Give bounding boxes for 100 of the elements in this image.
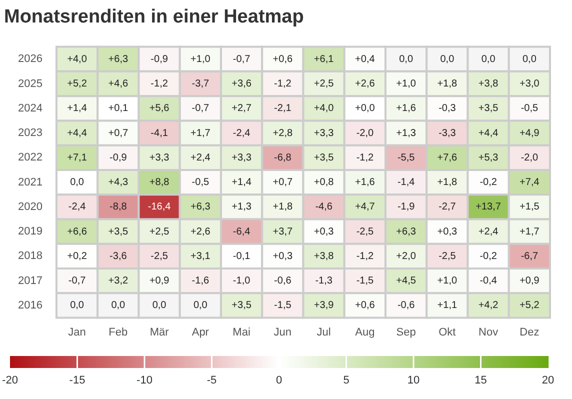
data-label: +0,2 [67, 250, 88, 262]
data-label: -1,3 [315, 276, 333, 287]
y-tick-label: 2016 [18, 300, 42, 312]
data-label: +1,4 [67, 103, 88, 114]
data-label: -2,0 [356, 128, 374, 139]
color-bar-label: 20 [542, 374, 554, 387]
data-label: +2,8 [272, 128, 293, 139]
color-bar-label: -5 [206, 374, 217, 387]
color-bar-label: 15 [474, 374, 487, 387]
data-label: +0,6 [355, 300, 376, 312]
data-label: +0,9 [149, 276, 170, 287]
data-label: -1,4 [397, 177, 416, 188]
data-label: -2,4 [68, 202, 86, 213]
data-label: -2,4 [232, 128, 251, 139]
data-label: -2,0 [520, 152, 538, 164]
data-label: -3,7 [192, 78, 210, 90]
data-label: -0,9 [110, 152, 128, 164]
data-label: -0,6 [274, 276, 292, 287]
y-tick-label: 2023 [18, 127, 42, 140]
y-tick-label: 2019 [18, 226, 42, 238]
x-tick-label: Jun [274, 326, 292, 338]
data-label: +1,6 [396, 103, 416, 114]
y-tick-label: 2018 [18, 250, 42, 262]
data-label: +4,4 [67, 128, 88, 139]
data-label: +3,5 [108, 226, 128, 238]
data-label: +3,5 [314, 152, 334, 164]
data-label: +2,6 [190, 226, 211, 238]
data-label: -2,7 [438, 202, 456, 213]
data-label: +1,8 [437, 177, 458, 188]
x-tick-label: Jul [316, 326, 331, 338]
x-tick-label: Mär [150, 326, 170, 338]
text: 0,0 [522, 54, 536, 65]
y-tick-label: 2017 [18, 274, 42, 287]
chart-title: Monatsrenditen in einer Heatmap [4, 6, 304, 28]
data-label: -0,3 [438, 103, 456, 114]
data-label: -6,4 [232, 226, 251, 238]
data-label: +8,8 [149, 177, 170, 188]
data-label: +13,7 [476, 202, 502, 213]
data-label: +1,3 [396, 128, 416, 139]
x-tick-label: Feb [108, 326, 128, 338]
data-label: +3,5 [232, 300, 252, 312]
data-label: +0,3 [272, 250, 293, 262]
text: 0,0 [70, 300, 84, 312]
data-label: +0,3 [437, 226, 458, 238]
data-label: +4,4 [478, 128, 499, 139]
y-tick-label: 2020 [18, 200, 42, 213]
data-label: +1,1 [437, 300, 458, 312]
x-tick-label: Nov [478, 326, 499, 338]
data-label: -2,5 [356, 226, 374, 238]
y-tick-label: 2025 [18, 78, 42, 90]
data-label: +0,8 [314, 177, 334, 188]
data-label: +1,0 [437, 276, 458, 287]
data-label: +1,6 [355, 177, 376, 188]
data-label: -0,9 [150, 54, 168, 65]
data-label: +1,5 [520, 202, 540, 213]
data-label: -4,1 [150, 128, 168, 139]
data-label: -16,4 [148, 202, 172, 213]
x-tick-label: Aug [355, 326, 375, 338]
data-label: +6,3 [396, 226, 416, 238]
data-label: +3,3 [232, 152, 252, 164]
data-label: +3,1 [190, 250, 211, 262]
data-label: +0,0 [355, 103, 376, 114]
y-tick-label: 2022 [18, 152, 42, 164]
data-label: -0,1 [232, 250, 251, 262]
data-label: +4,0 [314, 103, 334, 114]
text: 0,0 [481, 54, 496, 65]
data-label: +2,7 [232, 103, 252, 114]
data-label: -1,5 [356, 276, 374, 287]
text: 0,0 [111, 300, 126, 312]
text: 0,0 [152, 300, 166, 312]
data-label: 0,0 [70, 177, 84, 188]
y-tick-label: 2026 [18, 53, 42, 66]
data-label: +4,9 [520, 128, 540, 139]
data-label: +5,2 [520, 300, 540, 312]
data-label: +2,0 [396, 250, 416, 262]
data-label: +3,5 [478, 103, 499, 114]
data-label: -4,6 [315, 202, 333, 213]
data-label: -2,5 [150, 250, 168, 262]
data-label: -3,6 [110, 250, 128, 262]
data-label: -1,2 [356, 250, 374, 262]
data-label: +1,4 [232, 177, 252, 188]
data-label: +0,7 [108, 128, 128, 139]
data-label: -3,3 [438, 128, 456, 139]
data-label: +3,8 [478, 78, 499, 90]
data-label: +6,3 [108, 54, 128, 65]
data-label: +0,6 [272, 54, 293, 65]
data-label: -5,5 [397, 152, 416, 164]
color-bar-label: 5 [343, 374, 350, 387]
data-label: +7,6 [437, 152, 458, 164]
color-bar-label: 10 [407, 374, 420, 387]
data-label: -1,0 [232, 276, 251, 287]
data-label: +0,7 [272, 177, 293, 188]
data-label: -0,4 [480, 276, 498, 287]
data-label: +2,5 [149, 226, 170, 238]
data-label: +4,3 [108, 177, 128, 188]
data-label: +0,9 [520, 276, 540, 287]
data-label: +3,0 [520, 78, 540, 90]
text: 0,0 [193, 300, 208, 312]
y-tick-label: 2021 [18, 176, 42, 188]
data-label: +4,2 [478, 300, 499, 312]
